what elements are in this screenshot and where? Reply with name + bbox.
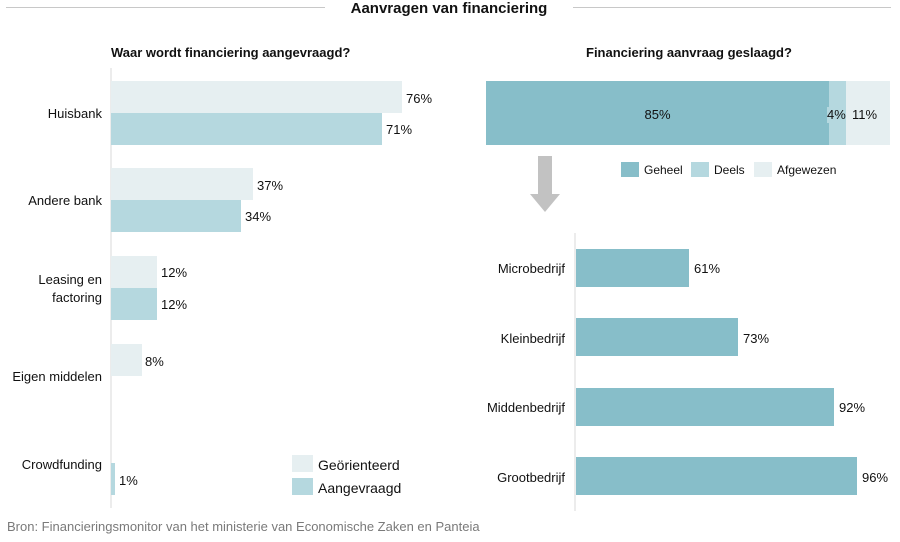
title-rule-left xyxy=(6,7,325,8)
right-bottom-chart-axis xyxy=(574,233,576,511)
category-label-microbedrijf: Microbedrijf xyxy=(497,261,565,276)
value-afgewezen: 11% xyxy=(852,107,878,122)
value-kleinbedrijf: 73% xyxy=(743,331,770,346)
value-leasing-georienteerd: 12% xyxy=(161,265,188,280)
bar-crowdfunding-aangevraagd xyxy=(111,463,115,495)
bar-andere-bank-aangevraagd xyxy=(111,200,241,232)
bar-eigen-middelen-georienteerd xyxy=(111,344,142,376)
bar-microbedrijf xyxy=(576,249,689,287)
legend-label-geheel: Geheel xyxy=(644,163,683,177)
legend-label-aangevraagd: Aangevraagd xyxy=(318,480,402,496)
value-eigen-middelen-georienteerd: 8% xyxy=(145,354,164,369)
right-chart-title: Financiering aanvraag geslaagd? xyxy=(586,45,792,60)
legend-swatch-afgewezen xyxy=(754,162,772,177)
category-label-crowdfunding: Crowdfunding xyxy=(21,457,102,472)
category-label-kleinbedrijf: Kleinbedrijf xyxy=(500,331,565,346)
value-deels: 4% xyxy=(827,107,846,123)
value-huisbank-georienteerd: 76% xyxy=(406,91,433,106)
value-geheel: 85% xyxy=(644,107,671,122)
category-label-grootbedrijf: Grootbedrijf xyxy=(497,470,565,485)
legend-swatch-georienteerd xyxy=(292,455,313,472)
bar-leasing-georienteerd xyxy=(111,256,157,288)
bar-huisbank-georienteerd xyxy=(111,81,402,113)
bar-kleinbedrijf xyxy=(576,318,738,356)
bar-grootbedrijf xyxy=(576,457,857,495)
value-andere-bank-aangevraagd: 34% xyxy=(245,209,272,224)
category-label-huisbank: Huisbank xyxy=(47,106,102,121)
value-middenbedrijf: 92% xyxy=(839,400,866,415)
value-crowdfunding-aangevraagd: 1% xyxy=(119,473,138,488)
value-microbedrijf: 61% xyxy=(694,261,721,276)
stacked-segment-geheel xyxy=(486,81,829,145)
value-andere-bank-georienteerd: 37% xyxy=(257,178,284,193)
down-arrow-icon xyxy=(530,156,560,212)
bar-middenbedrijf xyxy=(576,388,834,426)
value-leasing-aangevraagd: 12% xyxy=(161,297,188,312)
stacked-segment-afgewezen xyxy=(846,81,890,145)
bar-huisbank-aangevraagd xyxy=(111,113,382,145)
category-label-leasing-line2: factoring xyxy=(52,290,102,305)
legend-label-deels: Deels xyxy=(714,163,745,177)
legend-swatch-aangevraagd xyxy=(292,478,313,495)
value-grootbedrijf: 96% xyxy=(862,470,889,485)
category-label-middenbedrijf: Middenbedrijf xyxy=(486,400,565,415)
bar-andere-bank-georienteerd xyxy=(111,168,253,200)
legend-swatch-geheel xyxy=(621,162,639,177)
category-label-eigen-middelen: Eigen middelen xyxy=(12,369,102,384)
bar-leasing-aangevraagd xyxy=(111,288,157,320)
legend-label-georienteerd: Geörienteerd xyxy=(318,457,400,473)
left-chart-title: Waar wordt financiering aangevraagd? xyxy=(111,45,351,60)
legend-label-afgewezen: Afgewezen xyxy=(777,163,837,177)
category-label-leasing-line1: Leasing en xyxy=(38,272,102,287)
title-rule-right xyxy=(573,7,891,8)
category-label-andere-bank: Andere bank xyxy=(28,193,102,208)
page-title: Aanvragen van financiering xyxy=(350,0,548,17)
source-note: Bron: Financieringsmonitor van het minis… xyxy=(7,519,480,534)
legend-swatch-deels xyxy=(691,162,709,177)
value-huisbank-aangevraagd: 71% xyxy=(386,122,413,137)
